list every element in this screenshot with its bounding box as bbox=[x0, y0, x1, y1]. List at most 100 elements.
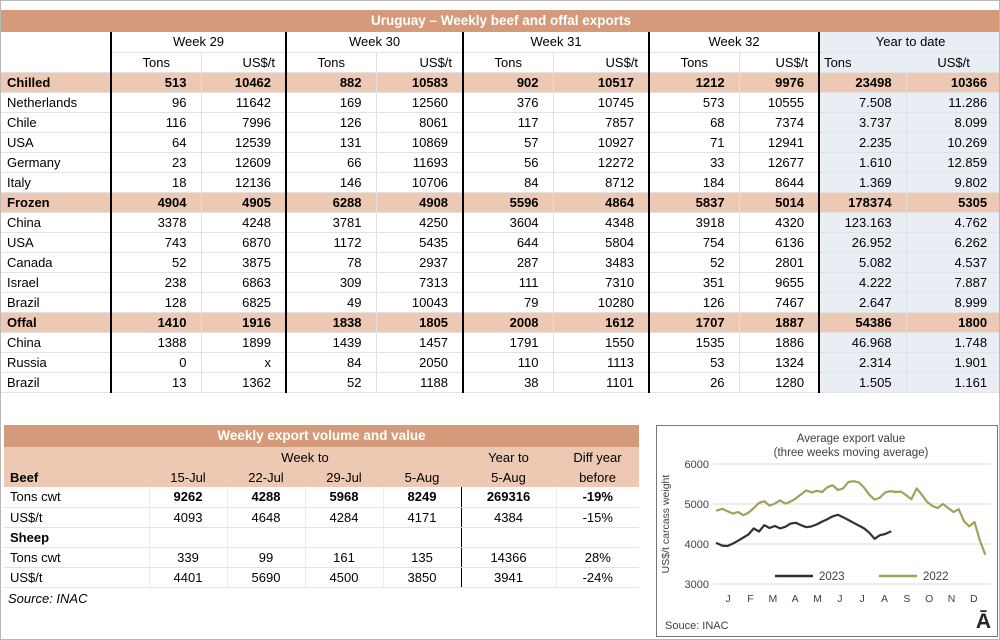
svg-text:J: J bbox=[860, 593, 865, 605]
week-header: Week 29 bbox=[109, 32, 287, 53]
cell-value: 1362 bbox=[200, 372, 287, 393]
cell-value: 4288 bbox=[226, 487, 305, 508]
cell-value: 96 bbox=[110, 92, 201, 113]
cell-value: 26.952 bbox=[818, 232, 907, 253]
svg-text:Average export value: Average export value bbox=[797, 433, 905, 445]
tons-header: Tons bbox=[818, 52, 907, 73]
cell-value: 8.099 bbox=[905, 112, 999, 133]
cell-value: 11693 bbox=[375, 152, 464, 173]
cell-value: 2801 bbox=[738, 252, 820, 273]
cell-value: 12560 bbox=[375, 92, 464, 113]
cell-value: 2937 bbox=[375, 252, 464, 273]
cell-value: 309 bbox=[285, 272, 377, 293]
cell-value: 7996 bbox=[200, 112, 287, 133]
cell-value: 1612 bbox=[552, 312, 650, 333]
weekly-table-title: Weekly export volume and value bbox=[4, 425, 639, 447]
cell-value: 23 bbox=[110, 152, 201, 173]
column-header-row: Beef 15-Jul 22-Jul 29-Jul 5-Aug 5-Aug before bbox=[4, 467, 640, 487]
row-label: Israel bbox=[1, 272, 111, 293]
cell-value: 1324 bbox=[738, 352, 820, 373]
cell-value: 376 bbox=[462, 92, 554, 113]
row-label: China bbox=[1, 332, 111, 353]
cell-value: 10280 bbox=[552, 292, 650, 313]
cell-value: 1388 bbox=[110, 332, 201, 353]
cell-value: 10745 bbox=[552, 92, 650, 113]
column-header: 5-Aug bbox=[491, 469, 526, 485]
week-header: Week 30 bbox=[285, 32, 464, 53]
cell-value: -15% bbox=[555, 507, 640, 528]
cell-value: 18 bbox=[110, 172, 201, 193]
row-label: Tons cwt bbox=[4, 487, 149, 508]
cell-value: 287 bbox=[462, 252, 554, 273]
svg-text:(three weeks moving average): (three weeks moving average) bbox=[774, 447, 929, 459]
cell-value: 1535 bbox=[648, 332, 740, 353]
cell-value: 64 bbox=[110, 132, 201, 153]
group-header-row: Week to Year to Diff year bbox=[4, 447, 640, 467]
chart-source-note: Souce: INAC bbox=[665, 620, 729, 632]
row-label: Frozen bbox=[1, 192, 111, 213]
main-table-title: Uruguay – Weekly beef and offal exports bbox=[1, 10, 999, 32]
cell-value: 110 bbox=[462, 352, 554, 373]
cell-value: 161 bbox=[304, 547, 383, 568]
cell-value: 1791 bbox=[462, 332, 554, 353]
cell-value: 1172 bbox=[285, 232, 377, 253]
table-row: Brazil 128 6825 49 10043 79 10280 126 7467 2.647 8… bbox=[1, 292, 999, 313]
row-label: Offal bbox=[1, 312, 111, 333]
column-header: 15-Jul bbox=[170, 469, 206, 485]
column-header: 5-Aug bbox=[404, 469, 440, 485]
cell-value: 12136 bbox=[200, 172, 287, 193]
cell-value: 882 bbox=[285, 72, 377, 93]
cell-value: 9976 bbox=[738, 72, 820, 93]
cell-value: 2.314 bbox=[818, 352, 907, 373]
cell-value: 10.269 bbox=[905, 132, 999, 153]
cell-value: 7467 bbox=[738, 292, 820, 313]
cell-value: 79 bbox=[462, 292, 554, 313]
cell-value bbox=[304, 527, 383, 548]
weekly-volume-value-section: Weekly export volume and value Week to Ye… bbox=[4, 425, 640, 606]
section-row: Sheep bbox=[4, 527, 640, 548]
cell-value: 11642 bbox=[200, 92, 287, 113]
spacer-cell bbox=[4, 447, 149, 467]
cell-value: 11.286 bbox=[905, 92, 999, 113]
cell-value: 3875 bbox=[200, 252, 287, 273]
row-label: China bbox=[1, 212, 111, 233]
cell-value: 10517 bbox=[552, 72, 650, 93]
cell-value: 4.762 bbox=[905, 212, 999, 233]
cell-value: 5596 bbox=[462, 192, 554, 213]
cell-value: -24% bbox=[555, 567, 640, 588]
row-label-header bbox=[1, 52, 111, 73]
cell-value: 6288 bbox=[285, 192, 377, 213]
cell-value: 339 bbox=[148, 547, 227, 568]
cell-value: 111 bbox=[462, 272, 554, 293]
cell-value: 46.968 bbox=[818, 332, 907, 353]
cell-value: 10706 bbox=[375, 172, 464, 193]
cell-value: 12539 bbox=[200, 132, 287, 153]
cell-value: 28% bbox=[555, 547, 640, 568]
cell-value: 5305 bbox=[905, 192, 999, 213]
cell-value: 52 bbox=[285, 372, 377, 393]
cell-value: 4320 bbox=[738, 212, 820, 233]
table-row: Canada 52 3875 78 2937 287 3483 52 2801 5.082 4.53… bbox=[1, 252, 999, 273]
row-label: Germany bbox=[1, 152, 111, 173]
svg-text:J: J bbox=[726, 593, 731, 605]
cell-value: 10927 bbox=[552, 132, 650, 153]
table-row: USA 64 12539 131 10869 57 10927 71 12941 2.235 10.… bbox=[1, 132, 999, 153]
cell-value: 0 bbox=[110, 352, 201, 373]
cell-value: 3378 bbox=[110, 212, 201, 233]
beef-offal-exports-table: Week 29 Week 30 Week 31 Week 32 Year to date… bbox=[1, 32, 999, 393]
cell-value: 1.901 bbox=[905, 352, 999, 373]
cell-value: 8644 bbox=[738, 172, 820, 193]
cell-value: 10366 bbox=[905, 72, 999, 93]
cell-value: 8712 bbox=[552, 172, 650, 193]
table-row: Netherlands 96 11642 169 12560 376 10745 573 105… bbox=[1, 92, 999, 113]
row-label: US$/t bbox=[4, 507, 149, 528]
cell-value: 1886 bbox=[738, 332, 820, 353]
cell-value: 2008 bbox=[462, 312, 554, 333]
svg-text:A: A bbox=[881, 593, 888, 605]
cell-value: 6825 bbox=[200, 292, 287, 313]
cell-value: 4384 bbox=[460, 507, 557, 528]
cell-value: 12609 bbox=[200, 152, 287, 173]
cell-value: 4904 bbox=[110, 192, 201, 213]
row-label: US$/t bbox=[4, 567, 149, 588]
cell-value: 33 bbox=[648, 152, 740, 173]
